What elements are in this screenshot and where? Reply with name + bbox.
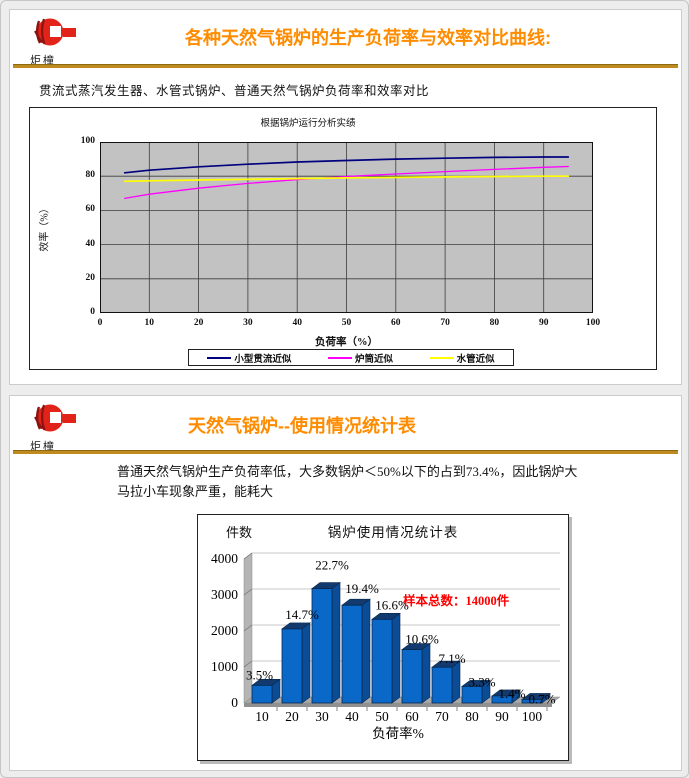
line-chart-title: 根据锅炉运行分析实绩 [260,119,356,129]
x-tick-label: 80 [489,318,500,328]
legend-line-swatch [207,356,232,359]
y-tick-label: 3000 [211,587,238,602]
sample-total-annotation: 样本总数：14000件 [403,594,510,608]
x-tick-label: 70 [435,709,449,724]
legend-item: 炉筒近似 [327,351,393,365]
x-tick-label: 90 [495,709,509,724]
bar-chart-plot: 3.5% 14.7% 22.7% 19.4%16.6% 10.6% 7.1%3.3%1.4… [211,551,561,741]
x-tick-label: 50 [375,709,389,724]
bar-chart-box: 锅炉使用情况统计表 件数 3.5% 14.7% 22.7% 19.4% 16.6% 10.… [197,514,569,761]
legend-item: 小型贯流近似 [207,351,291,365]
bar-value-label: 1.4% [498,686,525,701]
x-tick-label: 40 [345,709,359,724]
x-tick-label: 10 [144,318,155,328]
x-tick-label: 100 [585,318,601,328]
legend-label: 水管近似 [456,354,495,365]
x-tick-label: 100 [522,709,543,724]
line-chart-frame: 根据锅炉运行分析实绩 效率（%） 0 20 40 60 80 100 0 10 20 30 40 5… [29,107,657,370]
x-tick-label: 20 [285,709,299,724]
legend-item: 水管近似 [429,351,495,365]
header-separator [13,450,678,454]
y-tick-label: 2000 [211,623,238,638]
legend-label: 炉筒近似 [354,354,393,365]
bar-value-label: 14.7% [285,607,319,622]
y-tick-label: 1000 [211,659,238,674]
y-tick-label: 40 [85,238,96,249]
x-tick-label: 20 [193,318,204,328]
y-tick-label: 0 [90,307,95,317]
slide2-title: 天然气锅炉--使用情况统计表 [188,416,416,436]
line-chart-legend: 小型贯流近似 炉筒近似 水管近似 [188,349,514,366]
logo-flame-icon [34,18,76,46]
bar-value-label: 3.3% [468,674,495,689]
bar-value-label: 16.6% [375,597,409,612]
slide2-paragraph: 普通天然气锅炉生产负荷率低，大多数锅炉＜50%以下的占到73.4%，因此锅炉大马… [117,464,578,500]
x-tick-label: 60 [391,318,401,328]
x-tick-label: 30 [243,318,253,328]
x-tick-label: 50 [341,318,352,328]
x-tick-label: 0 [97,318,103,328]
x-tick-label: 10 [255,709,269,724]
bar-chart-title: 锅炉使用情况统计表 [327,525,459,540]
bar-chart-y-axis-label: 件数 [226,525,253,540]
x-tick-label: 40 [292,318,302,328]
bar-value-label: 19.4% [345,581,379,596]
x-tick-label: 70 [440,318,450,328]
x-tick-label: 90 [538,318,549,328]
slide-1: 炬橦 各种天然气锅炉的生产负荷率与效率对比曲线: 贯流式蒸汽发生器、水管式锅炉、… [9,9,682,385]
x-tick-label: 80 [465,709,479,724]
bar-value-label: 3.5% [246,667,273,682]
x-tick-label: 60 [405,709,419,724]
y-tick-label: 100 [80,136,95,146]
company-logo: 炬橦 [28,16,88,68]
line-chart-x-axis-label: 负荷率（%） [315,337,378,348]
bar-value-label: 0.7% [528,691,555,706]
company-logo: 炬橦 [28,402,88,454]
slide1-title: 各种天然气锅炉的生产负荷率与效率对比曲线: [185,28,551,48]
line-chart-plot [100,142,593,313]
line-chart-y-axis-label: 效率（%） [39,203,51,252]
y-tick-label: 60 [85,204,96,215]
x-tick-label: 30 [315,709,329,724]
bar-value-label: 22.7% [315,558,349,573]
y-tick-label: 20 [85,272,96,283]
legend-line-swatch [429,356,454,359]
y-tick-label: 0 [231,695,238,710]
bar-value-label: 7.1% [438,651,465,666]
legend-line-swatch [327,356,352,359]
header-separator [13,64,678,68]
y-tick-label: 80 [85,170,96,181]
bar-chart-x-axis-label: 负荷率% [372,725,424,741]
legend-label: 小型贯流近似 [234,354,292,365]
slide-2: 炬橦 天然气锅炉--使用情况统计表 普通天然气锅炉生产负荷率低，大多数锅炉＜50… [9,395,682,771]
slide1-subtitle: 贯流式蒸汽发生器、水管式锅炉、普通天然气锅炉负荷率和效率对比 [39,84,430,98]
bar-value-label: 10.6% [405,632,439,647]
logo-flame-icon [34,404,76,432]
y-tick-label: 4000 [211,551,238,566]
